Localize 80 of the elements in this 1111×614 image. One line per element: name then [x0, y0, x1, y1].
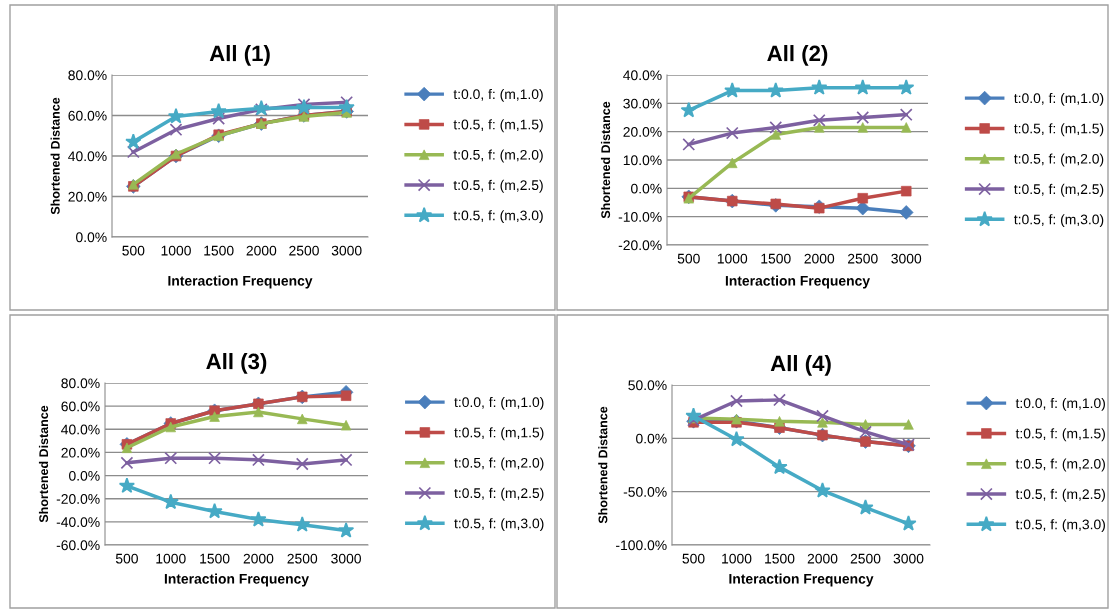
y-tick-label: 0.0%	[631, 183, 662, 194]
y-tick-label: 40.0%	[68, 151, 107, 162]
y-tick-label: -50.0%	[623, 487, 667, 497]
legend-label: t:0.5, f: (m,2.0)	[1014, 153, 1104, 167]
legend-label: t:0.5, f: (m,3.0)	[1014, 214, 1104, 228]
y-tick-label: 0.0%	[636, 433, 667, 444]
legend-label: t:0.5, f: (m,3.0)	[454, 518, 544, 532]
chart-title: All (1)	[209, 45, 270, 66]
chart-title: All (4)	[770, 355, 831, 376]
legend-label: t:0.5, f: (m,2.0)	[1015, 458, 1105, 472]
legend-label: t:0.0, f: (m,1.0)	[454, 396, 544, 410]
legend-label: t:0.5, f: (m,2.0)	[453, 149, 543, 163]
y-tick-label: -20.0%	[56, 494, 100, 504]
y-tick-label: 0.0%	[69, 470, 100, 481]
x-tick-label: 1500	[761, 253, 791, 264]
y-tick-label: 20.0%	[623, 127, 662, 137]
x-axis-title: Interaction Frequency	[729, 573, 874, 587]
y-tick-label: 0.0%	[76, 232, 107, 243]
x-tick-label: 1000	[717, 253, 748, 264]
legend-label: t:0.5, f: (m,2.0)	[454, 457, 544, 471]
y-axis-title: Shortened Distance	[598, 406, 608, 524]
x-tick-label: 2000	[804, 253, 835, 264]
y-tick-label: 30.0%	[623, 98, 662, 109]
x-tick-label: 1500	[765, 553, 795, 564]
y-tick-label: -40.0%	[56, 517, 100, 528]
x-tick-label: 1000	[161, 245, 191, 256]
legend-label: t:0.5, f: (m,2.5)	[454, 487, 544, 501]
x-tick-label: 2500	[287, 553, 318, 564]
x-tick-label: 2500	[848, 253, 878, 264]
y-tick-label: 20.0%	[61, 447, 100, 458]
y-tick-label: 40.0%	[61, 424, 100, 435]
x-tick-label: 1000	[722, 553, 752, 564]
x-tick-label: 500	[677, 253, 700, 264]
x-tick-label: 2000	[246, 245, 277, 256]
y-tick-label: 10.0%	[623, 155, 662, 166]
y-tick-label: -60.0%	[56, 540, 100, 551]
y-axis-title: Shortened Distance	[38, 405, 49, 523]
y-axis-title: Shortened Distance	[50, 97, 60, 215]
legend-label: t:0.5, f: (m,3.0)	[453, 210, 543, 224]
legend-label: t:0.5, f: (m,1.5)	[454, 427, 544, 441]
x-tick-label: 2000	[807, 553, 838, 564]
legend-label: t:0.5, f: (m,1.5)	[1014, 123, 1104, 137]
x-tick-label: 500	[122, 245, 145, 256]
chart-title: All (2)	[767, 45, 828, 66]
x-tick-label: 2500	[289, 245, 319, 256]
x-tick-label: 1500	[204, 245, 234, 256]
x-axis-title: Interaction Frequency	[725, 275, 870, 289]
x-tick-label: 3000	[331, 245, 362, 256]
y-axis-title: Shortened Distance	[600, 101, 611, 219]
x-tick-label: 2500	[850, 553, 881, 564]
y-tick-label: 40.0%	[623, 70, 662, 81]
legend-label: t:0.0, f: (m,1.0)	[1014, 92, 1104, 106]
y-tick-label: 60.0%	[68, 110, 107, 121]
legend-label: t:0.5, f: (m,2.5)	[1015, 488, 1105, 502]
x-tick-label: 1500	[200, 553, 230, 564]
y-tick-label: 80.0%	[61, 378, 100, 389]
legend-label: t:0.5, f: (m,2.5)	[1014, 183, 1104, 197]
legend-label: t:0.5, f: (m,3.0)	[1015, 519, 1105, 533]
x-axis-title: Interaction Frequency	[164, 573, 309, 587]
y-tick-label: 50.0%	[628, 380, 667, 391]
x-tick-label: 3000	[891, 253, 922, 264]
y-tick-label: 80.0%	[68, 70, 107, 81]
x-tick-label: 3000	[331, 553, 361, 564]
legend-label: t:0.5, f: (m,1.5)	[453, 119, 543, 133]
x-tick-label: 500	[115, 553, 138, 564]
x-tick-label: 1000	[156, 553, 186, 564]
legend-label: t:0.0, f: (m,1.0)	[1015, 397, 1105, 411]
y-tick-label: -20.0%	[618, 240, 662, 251]
chart-title: All (3)	[206, 353, 267, 374]
y-tick-label: -100.0%	[616, 540, 667, 551]
legend-label: t:0.0, f: (m,1.0)	[453, 88, 543, 102]
x-tick-label: 2000	[243, 553, 274, 564]
legend-label: t:0.5, f: (m,2.5)	[453, 179, 543, 193]
y-tick-label: 20.0%	[68, 191, 107, 202]
x-tick-label: 500	[682, 553, 705, 564]
x-axis-title: Interaction Frequency	[168, 275, 313, 289]
x-tick-label: 3000	[893, 553, 924, 564]
y-tick-label: 60.0%	[61, 401, 100, 412]
legend-label: t:0.5, f: (m,1.5)	[1015, 428, 1105, 442]
y-tick-label: -10.0%	[618, 212, 662, 222]
